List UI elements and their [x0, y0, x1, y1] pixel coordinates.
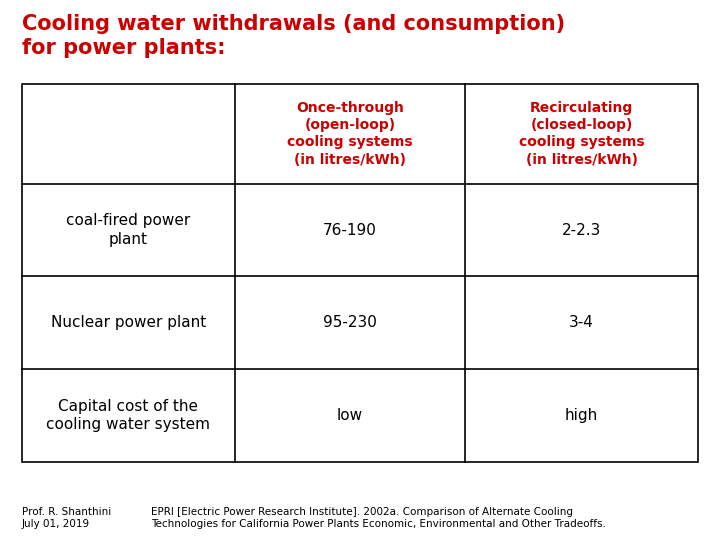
Text: Prof. R. Shanthini
July 01, 2019: Prof. R. Shanthini July 01, 2019 [22, 507, 111, 529]
Text: 2-2.3: 2-2.3 [562, 222, 601, 238]
Text: coal-fired power
plant: coal-fired power plant [66, 213, 190, 247]
Text: Capital cost of the
cooling water system: Capital cost of the cooling water system [46, 399, 210, 432]
Text: Nuclear power plant: Nuclear power plant [50, 315, 206, 330]
Bar [22, 84, 698, 462]
Text: high: high [565, 408, 598, 423]
Text: Recirculating
(closed-loop)
cooling systems
(in litres/kWh): Recirculating (closed-loop) cooling syst… [519, 101, 644, 167]
Text: 3-4: 3-4 [570, 315, 594, 330]
Text: 95-230: 95-230 [323, 315, 377, 330]
Text: EPRI [Electric Power Research Institute]. 2002a. Comparison of Alternate Cooling: EPRI [Electric Power Research Institute]… [151, 507, 606, 529]
Text: Once-through
(open-loop)
cooling systems
(in litres/kWh): Once-through (open-loop) cooling systems… [287, 101, 413, 167]
Text: low: low [337, 408, 363, 423]
Text: 76-190: 76-190 [323, 222, 377, 238]
Text: Cooling water withdrawals (and consumption)
for power plants:: Cooling water withdrawals (and consumpti… [22, 14, 564, 57]
